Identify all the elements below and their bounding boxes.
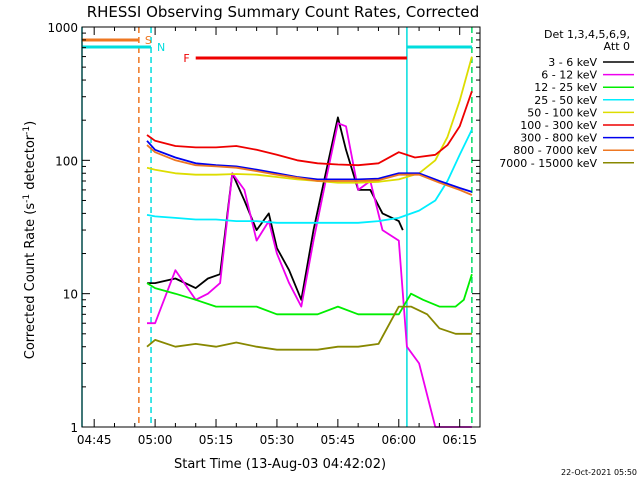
x-axis-label: Start Time (13-Aug-03 04:42:02) — [174, 457, 386, 472]
x-tick-label: 05:15 — [199, 433, 234, 447]
legend-entry-label: 3 - 6 keV — [548, 56, 597, 69]
legend-entry-label: 100 - 300 keV — [520, 119, 597, 132]
series-line-1 — [147, 122, 472, 428]
y-tick-label: 10 — [63, 288, 78, 302]
x-tick-label: 05:30 — [260, 433, 295, 447]
series-line-7 — [146, 144, 473, 196]
series-line-6 — [146, 140, 473, 193]
flag-label: N — [157, 41, 165, 54]
flag-label: F — [183, 52, 189, 65]
legend-entry-label: 50 - 100 keV — [527, 106, 597, 119]
chart-title: RHESSI Observing Summary Count Rates, Co… — [87, 3, 480, 21]
series-line-0 — [147, 116, 404, 301]
y-tick-label: 1 — [70, 421, 78, 435]
y-axis-label: Corrected Count Rate (s-1 detector-1) — [22, 121, 38, 359]
legend-detectors: Det 1,3,4,5,6,9, — [544, 28, 630, 41]
x-tick-label: 06:15 — [442, 433, 477, 447]
x-tick-label: 04:45 — [77, 433, 112, 447]
legend-attenuator: Att 0 — [604, 40, 630, 53]
x-tick-label: 06:00 — [381, 433, 416, 447]
state-flags: SN F — [82, 34, 472, 65]
series-line-2 — [146, 273, 473, 316]
legend-entry-label: 6 - 12 keV — [541, 69, 597, 82]
series-line-8 — [146, 305, 472, 351]
legend-entry-label: 300 - 800 keV — [520, 132, 597, 145]
y-tick-label: 100 — [55, 154, 78, 168]
x-tick-label: 05:00 — [138, 433, 173, 447]
plot-frame — [81, 26, 481, 428]
series-line-5 — [146, 90, 473, 167]
flag-label: S — [145, 34, 152, 47]
footer-date: 22-Oct-2021 05:50 — [561, 468, 637, 477]
series-line-3 — [146, 129, 473, 224]
axes: 1 10 100 1000 04:45 05:00 05:15 05:30 05:45 06:00… — [47, 21, 481, 447]
y-tick-label: 1000 — [47, 21, 78, 35]
legend-entry-label: 7000 - 15000 keV — [499, 157, 597, 170]
legend-entry-label: 25 - 50 keV — [534, 94, 597, 107]
legend-entry-label: 12 - 25 keV — [534, 81, 597, 94]
x-tick-label: 05:45 — [321, 433, 356, 447]
legend-entry-label: 800 - 7000 keV — [513, 144, 597, 157]
vertical-markers — [81, 27, 473, 427]
series-lines — [146, 56, 473, 428]
